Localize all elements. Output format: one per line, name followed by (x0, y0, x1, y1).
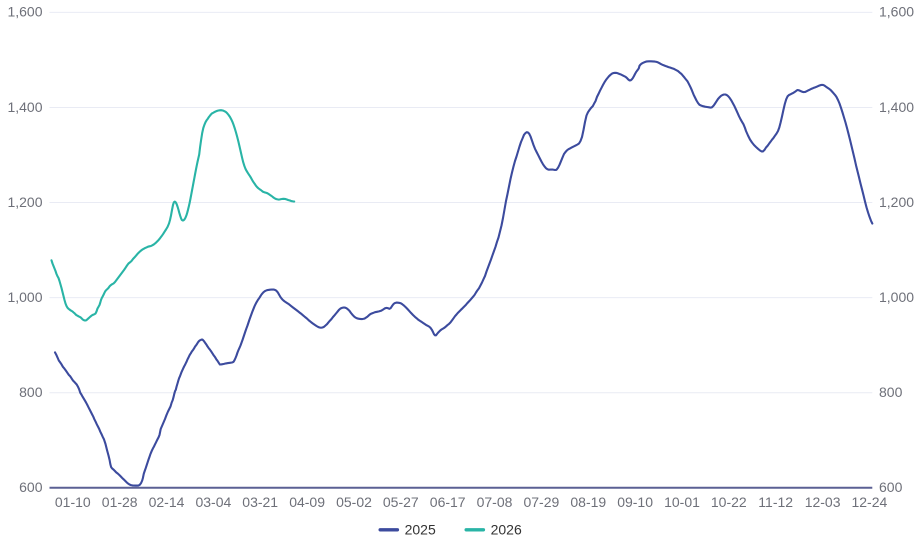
svg-text:1,200: 1,200 (7, 194, 42, 210)
svg-text:01-28: 01-28 (102, 494, 138, 510)
svg-text:07-29: 07-29 (523, 494, 559, 510)
svg-text:05-27: 05-27 (383, 494, 419, 510)
svg-text:03-21: 03-21 (242, 494, 278, 510)
svg-text:2026: 2026 (491, 521, 522, 537)
svg-text:12-24: 12-24 (851, 494, 887, 510)
svg-text:06-17: 06-17 (430, 494, 466, 510)
svg-text:01-10: 01-10 (55, 494, 91, 510)
svg-text:05-02: 05-02 (336, 494, 372, 510)
svg-text:1,200: 1,200 (879, 194, 914, 210)
svg-text:1,600: 1,600 (879, 4, 914, 20)
svg-text:11-12: 11-12 (758, 494, 793, 510)
svg-text:08-19: 08-19 (570, 494, 606, 510)
svg-text:1,400: 1,400 (879, 99, 914, 115)
svg-text:1,600: 1,600 (7, 4, 42, 20)
svg-text:10-22: 10-22 (711, 494, 747, 510)
svg-text:1,000: 1,000 (7, 289, 42, 305)
svg-text:10-01: 10-01 (664, 494, 700, 510)
svg-text:800: 800 (879, 384, 903, 400)
svg-text:1,000: 1,000 (879, 289, 914, 305)
svg-text:600: 600 (879, 479, 903, 495)
svg-text:800: 800 (19, 384, 43, 400)
svg-text:07-08: 07-08 (477, 494, 513, 510)
svg-text:2025: 2025 (405, 521, 436, 537)
svg-text:02-14: 02-14 (149, 494, 185, 510)
svg-text:03-04: 03-04 (195, 494, 231, 510)
svg-text:04-09: 04-09 (289, 494, 325, 510)
svg-text:600: 600 (19, 479, 43, 495)
svg-text:1,400: 1,400 (7, 99, 42, 115)
svg-text:09-10: 09-10 (617, 494, 653, 510)
svg-text:12-03: 12-03 (805, 494, 841, 510)
